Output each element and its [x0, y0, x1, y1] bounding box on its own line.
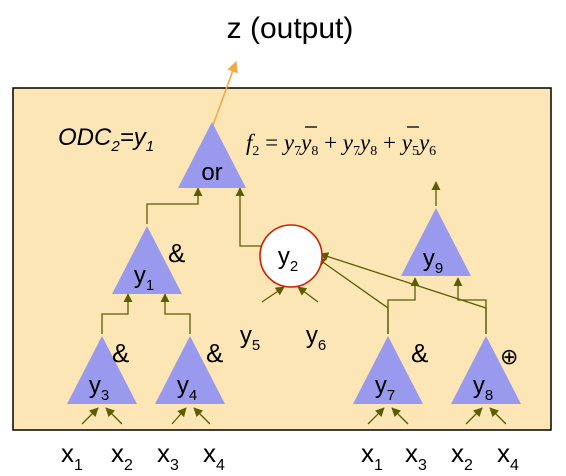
wire-y8-y9: [453, 277, 487, 334]
bottom-inputs: x1 x2 x3 x4 x1 x3 x2 x4: [61, 438, 519, 474]
gate-or-label: or: [201, 159, 222, 186]
gate-y7: [353, 336, 423, 404]
input-y6: y6: [306, 322, 326, 354]
diagram-title: z (output): [227, 12, 354, 45]
node-y2-circle: [259, 224, 323, 288]
output-arrow: [211, 60, 238, 129]
gate-y3-op: &: [112, 338, 129, 368]
gate-y1: [112, 226, 182, 294]
input-x3: x3: [405, 438, 427, 474]
node-y2-label: y2: [278, 243, 298, 275]
input-x4: x4: [497, 438, 519, 474]
gate-y4: [155, 336, 225, 404]
wire-y4-y1: [160, 293, 191, 334]
input-x2: x2: [111, 438, 133, 474]
wire-y1-or: [146, 187, 203, 224]
gate-y7-op: &: [411, 338, 428, 368]
formula-text: f2 = y7y8 + y7y8 + y5y6: [246, 130, 436, 159]
input-x1: x1: [61, 438, 83, 474]
gate-y4-op: &: [206, 338, 223, 368]
wire-y2-or: [235, 187, 262, 247]
wire-x4-y8: [489, 407, 507, 425]
gate-y9-label: y9: [423, 245, 443, 277]
odc-label: ODC2=y1: [58, 124, 154, 155]
gate-y4-label: y4: [177, 372, 197, 404]
input-x3: x3: [157, 438, 179, 474]
wire-y6-y2: [297, 286, 319, 303]
gate-y7-label: y7: [375, 372, 395, 404]
wire-x3-y7: [391, 407, 409, 425]
gate-y3-label: y3: [89, 372, 109, 404]
wires: [81, 181, 507, 425]
gate-y1-op: &: [168, 238, 185, 268]
wire-x1-y3: [81, 407, 99, 425]
formula: f2 = y7y8 + y7y8 + y5y6: [246, 126, 436, 159]
gate-y8: [451, 336, 521, 404]
input-x4: x4: [203, 438, 225, 474]
gate-y9: [401, 208, 471, 276]
input-x2: x2: [451, 438, 473, 474]
input-x1: x1: [361, 438, 383, 474]
wire-y5-y2: [261, 286, 285, 303]
gate-or: [178, 122, 246, 188]
wire-x4-y4: [193, 407, 211, 425]
gate-y8-op: ⊕: [500, 344, 518, 369]
wire-x2-y3: [105, 407, 123, 425]
wire-y3-y1: [101, 293, 133, 334]
wire-x3-y4: [171, 407, 187, 425]
wire-x2-y8: [465, 407, 483, 425]
input-y5: y5: [240, 322, 260, 354]
gate-y1-label: y1: [134, 262, 154, 294]
wire-x1-y7: [367, 407, 385, 425]
gate-y3: [67, 336, 137, 404]
gate-y8-label: y8: [473, 372, 493, 404]
wire-y7-y9: [387, 277, 420, 334]
